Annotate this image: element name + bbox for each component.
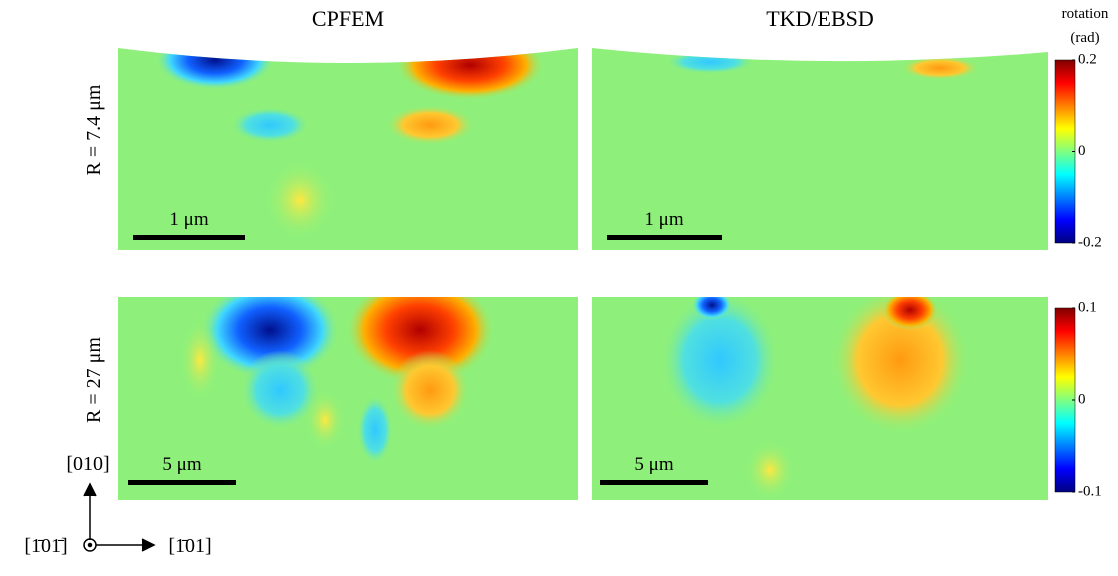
- colorbar-tick-label: 0.1: [1078, 299, 1097, 315]
- colorbar-tick-label: 0: [1078, 391, 1086, 407]
- colorbar-tick-label: -0.2: [1078, 234, 1102, 250]
- scale-label: 1 μm: [644, 209, 683, 230]
- map: [592, 297, 1048, 500]
- colorbar-title: rotation: [1062, 6, 1109, 22]
- colorbar-tick-label: 0: [1078, 143, 1086, 159]
- scale-bar: 1 μm 1 μm 5 μm 5 μm: [128, 209, 722, 485]
- scale-label: 5 μm: [162, 454, 201, 475]
- colorbar-tick-label: 0.2: [1078, 51, 1097, 67]
- column-title: CPFEM: [312, 6, 384, 31]
- scale-label: 1 μm: [169, 209, 208, 230]
- column-title: TKD/EBSD: [766, 6, 874, 31]
- axis-label: [1̄01̄]: [24, 535, 67, 557]
- axis-label: [1̄01]: [168, 535, 211, 557]
- row-label: R = 7.4 μm: [83, 84, 105, 175]
- axes-triad: [83, 482, 156, 552]
- row-label: R = 27 μm: [83, 337, 105, 423]
- colorbar-title: (rad): [1070, 30, 1099, 46]
- scale-label: 5 μm: [634, 454, 673, 475]
- colorbar-tick-label: -0.1: [1078, 483, 1102, 499]
- map: [118, 48, 578, 250]
- axis-label: [010]: [66, 453, 109, 475]
- map: [118, 297, 578, 500]
